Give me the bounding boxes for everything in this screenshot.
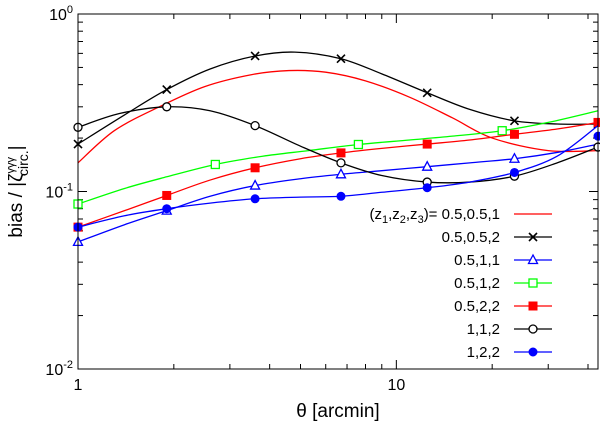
data-point <box>162 204 172 214</box>
y-tick-label: 100 <box>49 4 73 24</box>
y-axis-label-end: | <box>6 145 27 150</box>
data-point <box>162 102 172 112</box>
data-point <box>335 167 347 179</box>
y-axis-label-main: bias / |ζ <box>6 173 27 238</box>
legend-label: 0.5,1,2 <box>454 275 500 292</box>
x-axis-label: θ [arcmin] <box>296 401 379 422</box>
legend-marker <box>528 301 538 311</box>
data-point <box>508 152 521 163</box>
legend-label: (z1,z2,z3)= 0.5,0.5,1 <box>369 206 500 226</box>
plot-frame <box>77 13 599 370</box>
legend-marker-stroke <box>528 232 538 242</box>
data-point <box>336 191 346 201</box>
y-tick-label: 10-1 <box>45 182 73 202</box>
legend-label: 0.5,1,1 <box>454 252 500 269</box>
y-tick-label: 10-2 <box>45 359 73 379</box>
series-4 <box>73 117 600 232</box>
data-point <box>422 139 432 149</box>
legend: (z1,z2,z3)= 0.5,0.5,1 0.5,0.5,2 0.5,1,1 0.5… <box>369 206 552 361</box>
x-tick-label: 10 <box>387 377 405 394</box>
data-point <box>422 88 432 98</box>
data-point <box>210 159 220 170</box>
legend-label: 1,1,2 <box>467 321 500 338</box>
ticks-layer: 1 10 10-2 10-1 100 <box>45 4 598 394</box>
legend-label: 0.5,2,2 <box>454 298 500 315</box>
y-axis-label-sup: γγγ <box>5 157 17 174</box>
data-point-stroke <box>250 51 260 61</box>
data-point <box>422 183 432 193</box>
legend-marker <box>527 253 539 265</box>
data-point <box>509 116 520 126</box>
data-point <box>162 190 172 200</box>
data-point <box>336 148 346 158</box>
data-point <box>421 160 433 171</box>
data-point <box>593 117 600 127</box>
data-point <box>509 129 519 139</box>
y-axis-label: bias / |ζγγγcirc.| <box>5 145 31 237</box>
data-point-stroke <box>422 88 432 98</box>
data-point <box>497 126 507 136</box>
data-point-stroke <box>336 54 346 64</box>
data-point <box>250 120 260 131</box>
data-point-stroke <box>509 116 520 126</box>
legend-label: 1,2,2 <box>467 344 500 361</box>
x-tick-label: 1 <box>74 377 83 394</box>
legend-label: 0.5,0.5,2 <box>442 229 500 246</box>
data-point <box>593 131 600 141</box>
data-point <box>250 194 260 204</box>
series-6 <box>73 125 600 232</box>
data-point-stroke <box>162 85 172 95</box>
legend-marker <box>528 324 538 334</box>
data-point <box>593 142 600 152</box>
series-layer <box>72 51 600 247</box>
legend-marker <box>528 347 538 357</box>
legend-marker <box>528 278 538 288</box>
data-point <box>509 167 519 177</box>
data-point <box>353 139 364 150</box>
y-axis-label-sub: circ. <box>15 150 31 176</box>
data-point <box>162 85 172 95</box>
data-point <box>250 51 260 61</box>
data-point <box>250 163 260 173</box>
data-point <box>336 158 346 168</box>
legend-marker <box>528 232 538 242</box>
data-point <box>336 54 346 64</box>
data-point <box>249 179 261 190</box>
